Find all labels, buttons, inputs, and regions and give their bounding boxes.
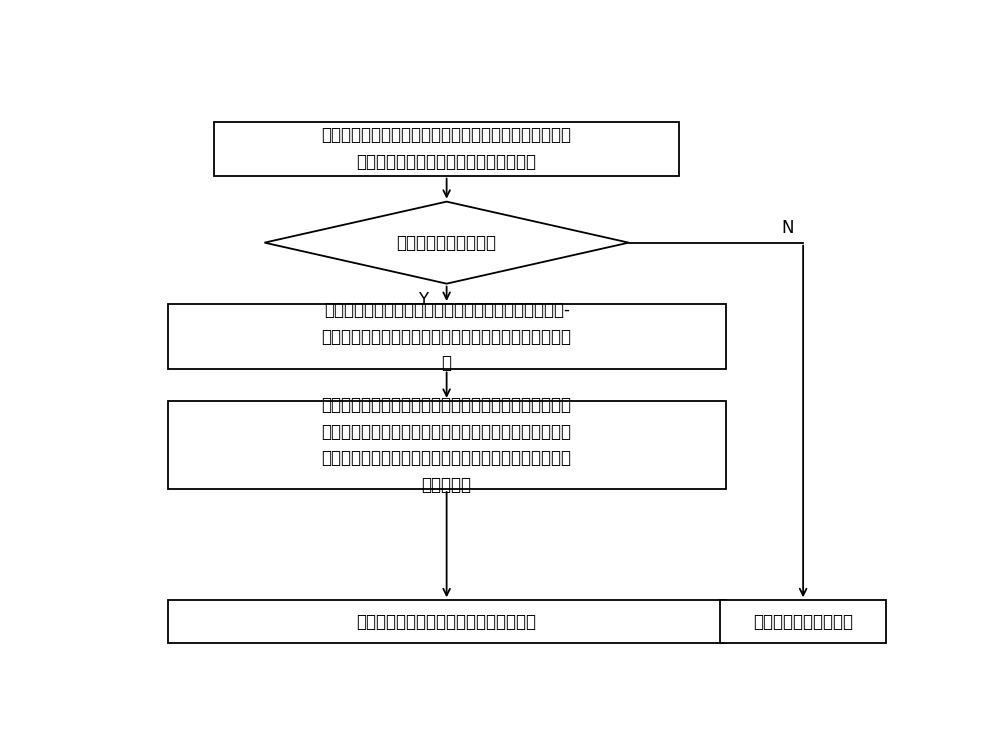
Text: Y: Y [418, 291, 428, 309]
Text: N: N [781, 219, 794, 238]
Text: 将所述文字新闻与所述直播视频同屏显示: 将所述文字新闻与所述直播视频同屏显示 [357, 613, 537, 630]
Text: 基于所述赛事直播数据确定赛事报道关键点，利用分差-
时间函数对所述相关数据统计信息进行切分以获得关键数
据: 基于所述赛事直播数据确定赛事报道关键点，利用分差- 时间函数对所述相关数据统计信… [322, 301, 572, 372]
Text: 直接播放所述直播视频: 直接播放所述直播视频 [753, 613, 853, 630]
FancyBboxPatch shape [720, 600, 886, 643]
FancyBboxPatch shape [168, 401, 726, 489]
Text: 从直播服务器接收赛事直播数据，所述赛事直播数据包括
直播视频、赛事进程及相关数据统计信息: 从直播服务器接收赛事直播数据，所述赛事直播数据包括 直播视频、赛事进程及相关数据… [322, 127, 572, 171]
FancyBboxPatch shape [168, 304, 726, 369]
FancyBboxPatch shape [168, 600, 726, 643]
Text: 接收到文字直播请求？: 接收到文字直播请求？ [397, 234, 497, 252]
Text: 将所述报道关键点和所述关键数据作为报道触发条件，并
基于该报道触发条件在模板库中进行匹配，若能够匹配出
相应的模板，则将所述关键数据填充至所述模板中，以生
成文: 将所述报道关键点和所述关键数据作为报道触发条件，并 基于该报道触发条件在模板库中… [322, 397, 572, 494]
FancyBboxPatch shape [214, 121, 679, 175]
Polygon shape [264, 201, 629, 283]
